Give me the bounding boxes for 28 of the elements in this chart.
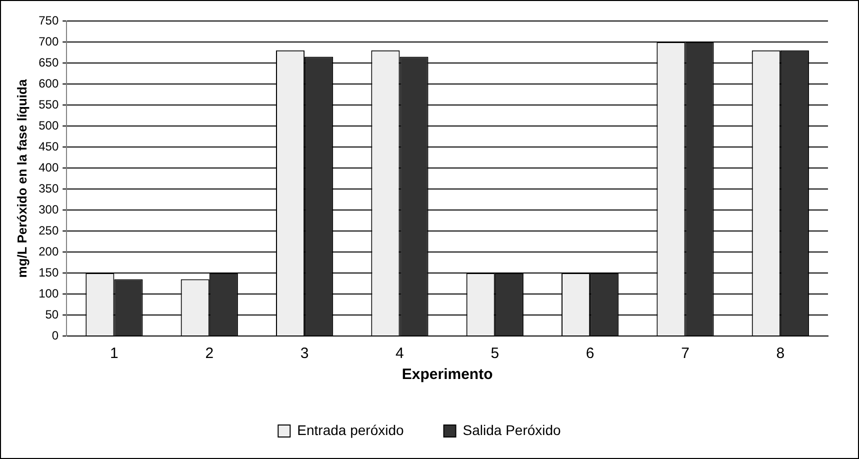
- legend-label: Entrada peróxido: [297, 422, 404, 438]
- y-tick-label: 700: [38, 34, 59, 48]
- x-tick-label: 8: [776, 345, 785, 362]
- y-tick-label: 400: [38, 160, 59, 174]
- x-tick-label: 1: [110, 345, 118, 362]
- x-tick-label: 7: [681, 345, 690, 362]
- y-tick-label: 150: [38, 265, 59, 280]
- y-axis-title: mg/L Peróxido en la fase líquida: [14, 78, 30, 278]
- y-tick-label: 300: [38, 202, 59, 216]
- y-tick-label: 100: [38, 286, 59, 300]
- x-tick-label: 5: [490, 345, 500, 362]
- y-tick-label: 600: [38, 76, 59, 90]
- legend-label: Salida Peróxido: [462, 422, 562, 438]
- y-tick-label: 450: [38, 139, 59, 154]
- x-axis-title: Experimento: [402, 366, 493, 384]
- y-tick-label: 750: [38, 13, 59, 28]
- y-tick-label: 500: [38, 118, 59, 132]
- y-tick-label: 650: [38, 55, 59, 70]
- y-tick-label: 250: [38, 223, 59, 238]
- x-tick-label: 2: [205, 345, 214, 362]
- y-tick-label: 200: [38, 244, 59, 258]
- y-tick-label: 550: [38, 97, 59, 112]
- y-tick-label: 350: [38, 181, 59, 196]
- y-tick-label: 0: [52, 328, 59, 342]
- x-tick-label: 3: [300, 345, 309, 362]
- x-tick-label: 6: [586, 345, 594, 362]
- y-tick-label: 50: [45, 307, 59, 322]
- x-tick-label: 4: [396, 345, 404, 362]
